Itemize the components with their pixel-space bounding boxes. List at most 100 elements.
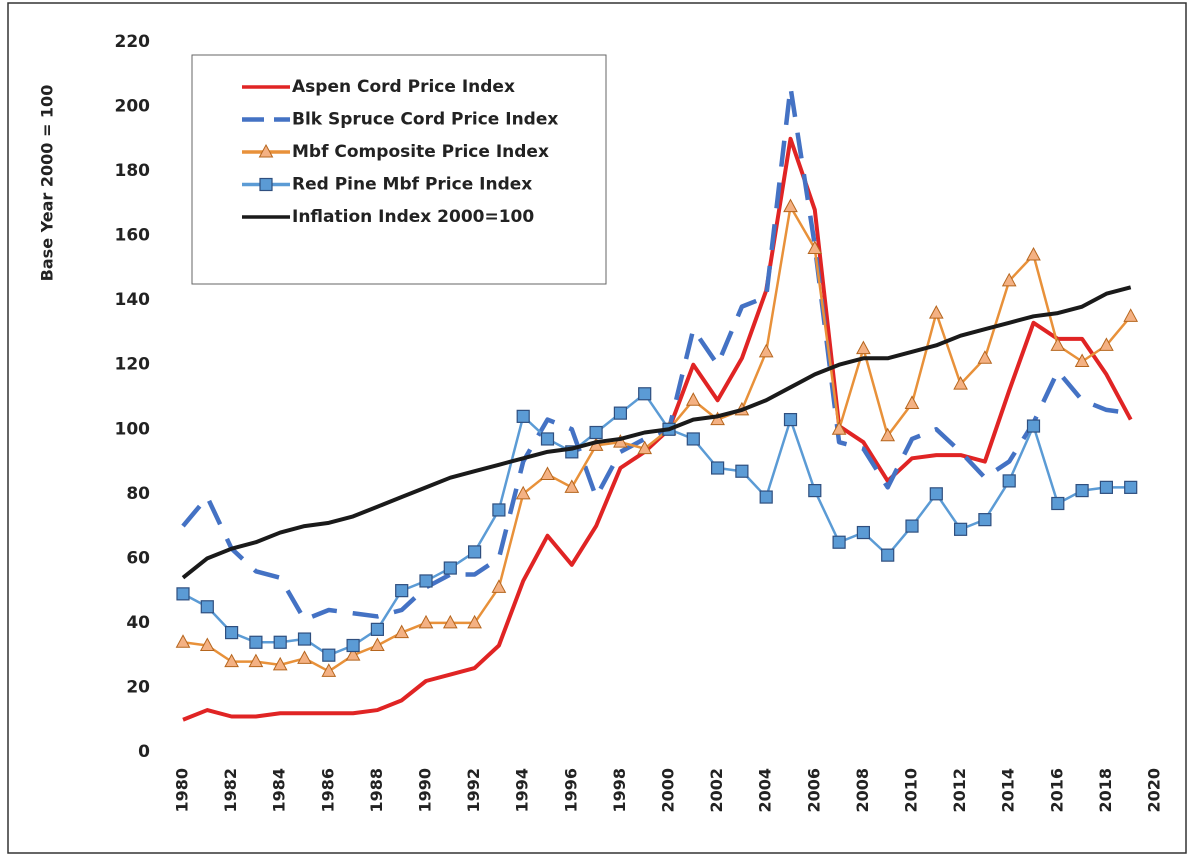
- x-tick-label: 1984: [270, 768, 289, 813]
- x-tick-label: 2000: [659, 768, 678, 813]
- marker: [1099, 337, 1114, 351]
- marker: [564, 479, 580, 493]
- marker: [758, 343, 774, 358]
- marker: [832, 535, 846, 549]
- x-tick-label: 2010: [902, 768, 921, 813]
- y-tick-label: 80: [126, 484, 150, 504]
- marker: [370, 637, 385, 651]
- marker: [783, 412, 798, 427]
- x-tick-label: 1996: [561, 768, 580, 813]
- y-tick-label: 180: [115, 161, 151, 181]
- marker: [953, 522, 968, 536]
- marker: [492, 503, 506, 517]
- marker: [904, 395, 920, 409]
- legend-marker: [259, 177, 273, 192]
- marker: [200, 600, 214, 614]
- legend-box: [191, 54, 607, 285]
- x-tick-label: 1988: [367, 768, 386, 813]
- marker: [1123, 308, 1139, 322]
- marker: [759, 490, 773, 504]
- marker: [224, 653, 239, 668]
- marker: [468, 545, 482, 559]
- marker: [783, 198, 798, 213]
- marker: [685, 392, 701, 406]
- marker: [613, 406, 628, 420]
- marker: [540, 466, 555, 480]
- series-line: [182, 136, 1133, 722]
- marker: [831, 421, 847, 435]
- marker: [978, 513, 992, 527]
- marker: [1075, 483, 1089, 498]
- marker: [1026, 246, 1041, 261]
- marker: [176, 587, 190, 601]
- series-line: [182, 392, 1131, 657]
- marker: [928, 305, 944, 319]
- marker: [442, 614, 458, 629]
- y-tick-label: 20: [126, 677, 150, 697]
- marker: [1051, 496, 1065, 511]
- marker: [175, 634, 191, 648]
- marker: [977, 350, 993, 364]
- marker: [686, 432, 700, 446]
- series-line: [181, 84, 1131, 622]
- x-tick-label: 1980: [173, 768, 192, 813]
- y-tick-label: 60: [126, 548, 150, 568]
- x-tick-label: 2016: [1047, 768, 1066, 813]
- x-tick-label: 1986: [318, 768, 337, 813]
- marker: [297, 650, 312, 664]
- marker: [273, 635, 287, 649]
- y-tick-label: 220: [115, 32, 151, 52]
- marker: [808, 483, 822, 498]
- marker: [807, 240, 823, 255]
- marker: [735, 464, 749, 478]
- marker: [880, 427, 896, 442]
- marker: [249, 635, 263, 649]
- marker: [929, 487, 943, 501]
- y-tick-label: 120: [115, 355, 151, 375]
- x-tick-label: 2012: [950, 768, 969, 813]
- x-tick-label: 2004: [756, 768, 775, 813]
- y-tick-label: 100: [115, 419, 151, 439]
- marker: [589, 425, 603, 440]
- marker: [856, 340, 871, 355]
- y-tick-label: 160: [115, 226, 151, 246]
- y-tick-label: 40: [126, 613, 150, 633]
- marker: [346, 638, 360, 653]
- x-tick-label: 2008: [853, 768, 872, 813]
- marker: [418, 614, 434, 629]
- marker: [905, 519, 919, 533]
- marker: [516, 409, 530, 423]
- series-line: [181, 285, 1132, 580]
- x-tick-label: 1982: [221, 768, 240, 813]
- x-tick-label: 2006: [804, 768, 823, 813]
- y-axis-label: Base Year 2000 = 100: [38, 85, 57, 282]
- legend-label: Inflation Index 2000=100: [292, 207, 534, 227]
- y-tick-label: 140: [115, 290, 151, 310]
- legend-label: Mbf Composite Price Index: [292, 142, 549, 162]
- marker: [1124, 480, 1138, 494]
- marker: [491, 579, 507, 593]
- marker: [419, 574, 433, 588]
- marker: [225, 625, 239, 640]
- marker: [321, 663, 337, 677]
- x-tick-label: 2014: [999, 768, 1018, 813]
- marker: [443, 561, 457, 575]
- x-tick-label: 2020: [1145, 768, 1164, 813]
- marker: [395, 584, 409, 598]
- x-tick-label: 2002: [707, 768, 726, 813]
- marker: [322, 648, 336, 662]
- series-line: [182, 205, 1132, 673]
- marker: [1074, 353, 1090, 367]
- marker: [856, 525, 871, 540]
- x-tick-label: 1992: [464, 768, 483, 813]
- marker: [638, 387, 652, 401]
- marker: [1002, 474, 1016, 488]
- marker: [1026, 419, 1041, 433]
- marker: [370, 622, 384, 636]
- marker: [297, 632, 312, 646]
- marker: [953, 376, 968, 390]
- marker: [881, 548, 895, 562]
- marker: [1050, 337, 1066, 351]
- x-tick-label: 1994: [513, 768, 532, 813]
